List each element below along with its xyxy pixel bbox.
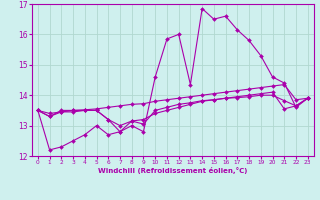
X-axis label: Windchill (Refroidissement éolien,°C): Windchill (Refroidissement éolien,°C)	[98, 167, 247, 174]
